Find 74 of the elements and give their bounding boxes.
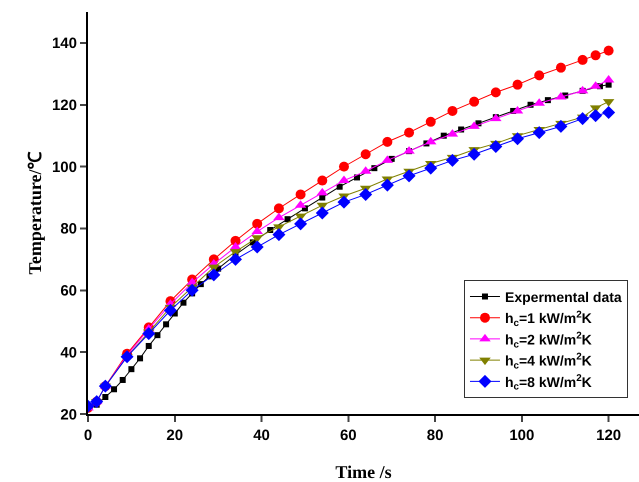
x-tick-label: 80 bbox=[426, 427, 444, 444]
x-tick-label: 0 bbox=[84, 427, 92, 444]
point bbox=[120, 350, 134, 364]
point bbox=[272, 228, 286, 242]
point bbox=[128, 366, 134, 372]
point bbox=[402, 169, 416, 182]
point bbox=[337, 196, 350, 209]
legend-label: h$_{c}$=4 kW/m$^{2}$K bbox=[504, 352, 592, 372]
x-tick-label: 20 bbox=[166, 427, 184, 444]
point bbox=[469, 96, 480, 107]
point bbox=[102, 394, 108, 400]
point bbox=[590, 50, 601, 60]
point bbox=[207, 268, 220, 282]
legend-label: h$_{c}$=2 kW/m$^{2}$K bbox=[504, 330, 592, 350]
point bbox=[250, 240, 264, 254]
point bbox=[163, 321, 170, 328]
point bbox=[120, 376, 126, 383]
y-tick-label: 40 bbox=[60, 344, 77, 362]
y-tick-label: 100 bbox=[52, 158, 77, 176]
point bbox=[229, 252, 242, 266]
point bbox=[146, 342, 152, 349]
point bbox=[142, 327, 156, 340]
point bbox=[554, 120, 568, 133]
point bbox=[589, 109, 602, 122]
y-tick-label: 60 bbox=[60, 282, 77, 300]
point bbox=[252, 218, 262, 229]
point bbox=[489, 140, 502, 154]
point bbox=[111, 386, 118, 392]
x-tick-label: 120 bbox=[596, 427, 622, 444]
point bbox=[426, 116, 436, 127]
point bbox=[604, 46, 614, 56]
point bbox=[511, 132, 524, 146]
point bbox=[578, 54, 588, 65]
point bbox=[576, 112, 590, 126]
point bbox=[186, 284, 199, 297]
point bbox=[512, 80, 523, 90]
point bbox=[180, 300, 186, 306]
x-tick-label: 100 bbox=[509, 427, 534, 444]
point bbox=[602, 106, 616, 119]
legend-label: h$_{c}$=8 kW/m$^{2}$K bbox=[504, 372, 592, 393]
y-axis-title: Temperature/℃ bbox=[25, 152, 45, 274]
point bbox=[296, 189, 306, 200]
point bbox=[380, 178, 394, 192]
point bbox=[316, 206, 329, 220]
point bbox=[360, 149, 371, 160]
point bbox=[404, 128, 414, 138]
point bbox=[468, 148, 481, 161]
point bbox=[284, 216, 291, 222]
point bbox=[274, 203, 284, 214]
point bbox=[336, 184, 343, 190]
point bbox=[338, 162, 349, 172]
point bbox=[359, 188, 372, 201]
point bbox=[294, 217, 308, 230]
point bbox=[424, 162, 438, 175]
y-tick-label: 20 bbox=[60, 406, 77, 424]
point bbox=[154, 332, 160, 338]
legend-label: h$_{c}$=1 kW/m$^{2}$K bbox=[504, 309, 592, 330]
point bbox=[446, 154, 459, 167]
y-tick-label: 140 bbox=[52, 35, 77, 52]
point bbox=[534, 70, 544, 80]
point bbox=[164, 304, 177, 317]
x-axis-title: Time /s bbox=[335, 462, 392, 482]
y-tick-label: 80 bbox=[60, 220, 77, 238]
point bbox=[382, 136, 392, 147]
x-tick-label: 60 bbox=[340, 427, 357, 444]
point bbox=[532, 126, 546, 140]
point bbox=[556, 62, 566, 73]
x-tick-label: 40 bbox=[253, 427, 270, 444]
y-tick-label: 120 bbox=[52, 97, 77, 114]
legend-label: Expermental data bbox=[504, 288, 622, 305]
point bbox=[137, 355, 144, 362]
point bbox=[317, 176, 328, 186]
point bbox=[447, 106, 458, 116]
point bbox=[490, 87, 501, 98]
